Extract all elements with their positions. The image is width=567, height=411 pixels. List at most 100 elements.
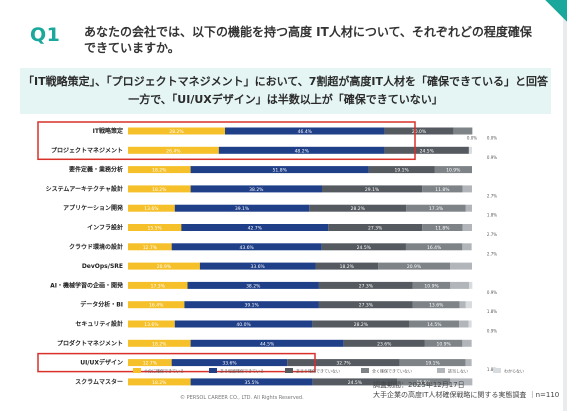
summary-line-1: 「IT戦略策定」、「プロジェクトマネジメント」において、7割超が高度IT人材を「… <box>23 75 548 88</box>
data-label: 35.5% <box>245 380 260 386</box>
bar-segment <box>405 243 463 251</box>
data-label: 11.8% <box>435 187 450 193</box>
data-label: 24.5% <box>420 148 435 154</box>
category-label: AI・機械学習の企画・開発 <box>50 281 124 289</box>
question-text: あなたの会社では、以下の機能を持つ高度 IT人材について、それぞれどの程度確保で… <box>84 25 532 55</box>
bar-segment <box>462 185 472 193</box>
data-label: 27.3% <box>368 226 383 232</box>
small-data-label: 2.7% <box>487 193 497 198</box>
data-label: 20.9% <box>157 264 172 270</box>
legend-swatch <box>361 368 369 373</box>
bar-segment <box>199 262 316 270</box>
category-label: システムアーキテクチャ設計 <box>46 185 123 193</box>
survey-period: 調査期間：2025年12月17日 <box>373 381 465 389</box>
bar-segment <box>384 127 454 135</box>
legend-swatch <box>437 368 445 373</box>
bar-segment <box>187 281 319 289</box>
bar-segment <box>449 262 472 270</box>
bar-segment <box>465 204 472 212</box>
data-label: 33.6% <box>222 361 237 367</box>
bar-segment <box>422 185 463 193</box>
survey-note: 調査期間：2025年12月17日 大手企業の高度IT人材確保戦略に関する実態調査… <box>373 380 559 400</box>
data-label: 12.7% <box>143 245 158 251</box>
bar-segment <box>406 204 466 212</box>
bar-segment <box>422 224 463 231</box>
category-label: 要件定義・業務分析 <box>69 166 123 174</box>
bar-segment <box>181 224 329 231</box>
highlight-box <box>37 352 316 373</box>
highlight-box <box>37 121 416 161</box>
data-label: 51.8% <box>273 168 288 174</box>
bar-segment <box>128 281 188 289</box>
category-label: インフラ設計 <box>87 224 123 232</box>
bar-segment <box>465 359 472 367</box>
data-label: 44.5% <box>260 341 275 347</box>
bar-segment <box>434 166 472 174</box>
legend-label: あまり確保できていない <box>296 368 340 374</box>
data-label: 18.2% <box>340 264 355 270</box>
data-label: 40.0% <box>236 322 251 328</box>
legend-swatch <box>209 368 217 373</box>
small-data-label: 2.7% <box>487 232 497 237</box>
bar-segment <box>321 243 406 251</box>
bar-segment <box>174 204 310 212</box>
category-label: アプリケーション開発 <box>63 204 124 212</box>
bar-segment <box>459 301 466 309</box>
data-label: 17.3% <box>429 206 444 212</box>
data-label: 28.2% <box>169 129 184 135</box>
bar-segment <box>128 204 175 212</box>
data-label: 23.6% <box>377 341 392 347</box>
corner-accent <box>545 0 567 22</box>
small-data-label: 0.0% <box>487 136 497 141</box>
bar-segment <box>469 281 473 289</box>
bar-segment <box>462 224 472 231</box>
bar-segment <box>462 339 472 347</box>
bar-segment <box>409 320 460 328</box>
data-label: 16.4% <box>149 303 164 309</box>
data-label: 18.2% <box>152 187 167 193</box>
data-label: 46.4% <box>298 129 313 135</box>
small-data-label: 1.8% <box>487 213 497 218</box>
data-label: 28.2% <box>354 322 369 328</box>
data-label: 33.6% <box>251 264 266 270</box>
bar-segment <box>128 166 191 174</box>
category-label: データ分析・BI <box>80 301 123 309</box>
bar-segment <box>171 243 322 251</box>
small-data-label: 0.9% <box>487 290 497 295</box>
bar-segment <box>190 378 313 386</box>
bar-segment <box>312 320 410 328</box>
data-label: 20.9% <box>407 264 422 270</box>
data-label: 10.9% <box>436 341 451 347</box>
data-label: 29.1% <box>365 187 380 193</box>
bar-segment <box>315 262 379 270</box>
data-label: 19.1% <box>395 168 410 174</box>
data-label: 13.6% <box>144 206 159 212</box>
data-label: 32.7% <box>336 361 351 367</box>
bar-segment <box>450 281 470 289</box>
bar-segment <box>128 127 226 135</box>
data-label: 38.2% <box>249 187 264 193</box>
bar-segment <box>225 127 385 135</box>
data-label: 19.1% <box>425 361 440 367</box>
data-label: 48.2% <box>295 148 310 154</box>
data-label: 24.5% <box>357 245 372 251</box>
bar-segment <box>468 146 472 154</box>
legend-label: 該当しない <box>448 368 468 374</box>
bar-segment <box>309 204 407 212</box>
bar-segment <box>128 185 191 193</box>
legend-swatch <box>493 368 501 373</box>
bar-segment <box>287 359 400 367</box>
data-label: 17.3% <box>151 283 166 289</box>
bar-segment <box>412 281 451 289</box>
small-data-label: 0.9% <box>487 329 497 334</box>
data-label: 38.2% <box>246 283 261 289</box>
bar-segment <box>218 146 385 154</box>
data-label: 14.5% <box>427 322 442 328</box>
bar-segment <box>128 243 172 251</box>
data-label: 39.1% <box>245 303 260 309</box>
data-label: 18.2% <box>152 341 167 347</box>
bar-segment <box>343 339 425 347</box>
data-label: 12.7% <box>143 361 158 367</box>
bar-segment <box>184 301 319 309</box>
